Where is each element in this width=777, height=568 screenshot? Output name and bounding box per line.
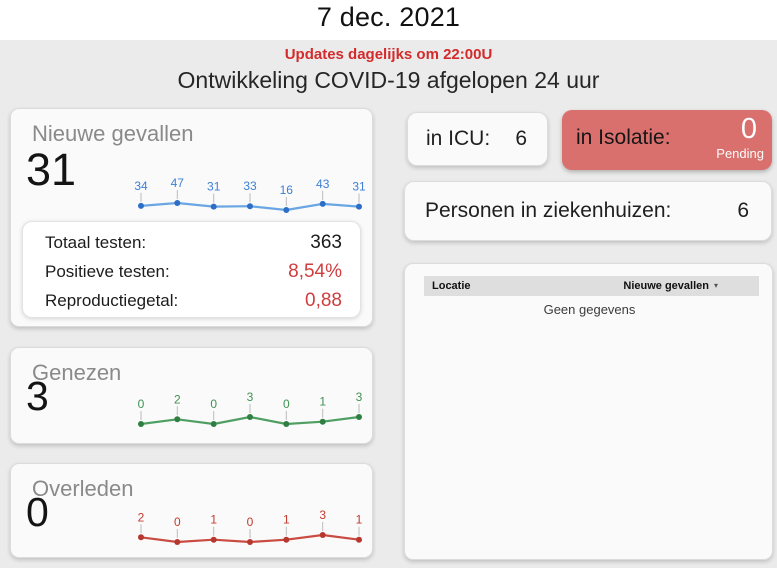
- svg-text:34: 34: [134, 179, 148, 193]
- overleden-value: 0: [26, 489, 49, 535]
- genezen-sparkline: 0 2 0 3 0 1 3: [129, 389, 371, 431]
- svg-text:0: 0: [138, 397, 145, 411]
- svg-text:47: 47: [171, 176, 185, 190]
- column-header-nieuwe-gevallen[interactable]: Nieuwe gevallen ▾: [623, 280, 718, 292]
- table-header-row: Locatie Nieuwe gevallen ▾: [424, 276, 759, 296]
- overleden-sparkline: 2 0 1 0 1 3 1: [129, 507, 371, 549]
- genezen-value: 3: [26, 373, 49, 419]
- isolatie-pending-badge: Pending: [716, 146, 764, 161]
- reproductiegetal-value: 0,88: [305, 289, 342, 311]
- overleden-title: Overleden: [32, 476, 134, 501]
- nieuwe-gevallen-title: Nieuwe gevallen: [32, 121, 194, 146]
- positieve-testen-value: 8,54%: [288, 260, 342, 282]
- locaties-table-card: Locatie Nieuwe gevallen ▾ Geen gegevens: [404, 263, 773, 560]
- svg-text:1: 1: [283, 513, 290, 527]
- column-header-locatie[interactable]: Locatie: [432, 280, 471, 292]
- svg-text:0: 0: [210, 397, 217, 411]
- genezen-card: Genezen 3 0 2 0 3 0 1 3: [10, 347, 373, 444]
- svg-text:2: 2: [174, 392, 181, 406]
- icu-value: 6: [515, 127, 527, 150]
- svg-text:0: 0: [174, 515, 181, 529]
- svg-text:33: 33: [243, 179, 257, 193]
- svg-text:3: 3: [356, 390, 363, 404]
- svg-text:0: 0: [283, 397, 290, 411]
- svg-text:1: 1: [210, 513, 217, 527]
- svg-text:16: 16: [280, 183, 294, 197]
- column-header-nieuwe-gevallen-label: Nieuwe gevallen: [623, 280, 709, 292]
- page-title: Ontwikkeling COVID-19 afgelopen 24 uur: [177, 67, 600, 93]
- nieuwe-gevallen-value: 31: [26, 144, 77, 195]
- svg-text:31: 31: [352, 180, 366, 194]
- positieve-testen-label: Positieve testen:: [45, 261, 170, 281]
- reproductiegetal-label: Reproductiegetal:: [45, 290, 179, 310]
- icu-card: in ICU: 6: [407, 112, 548, 166]
- ziekenhuizen-label: Personen in ziekenhuizen:: [425, 199, 672, 222]
- svg-text:2: 2: [138, 510, 145, 524]
- positieve-testen-row: Positieve testen: 8,54%: [45, 257, 342, 286]
- totaal-testen-label: Totaal testen:: [45, 232, 147, 252]
- testen-stats-card: Totaal testen: 363 Positieve testen: 8,5…: [22, 221, 361, 318]
- sort-arrow-icon: ▾: [713, 281, 718, 290]
- icu-label: in ICU:: [426, 127, 491, 150]
- svg-text:3: 3: [319, 508, 326, 522]
- ziekenhuizen-card: Personen in ziekenhuizen: 6: [404, 181, 772, 241]
- svg-text:43: 43: [316, 177, 330, 191]
- totaal-testen-row: Totaal testen: 363: [45, 228, 342, 257]
- nieuwe-gevallen-sparkline: 34 47 31 33 16 43 31: [129, 175, 371, 217]
- table-empty-message: Geen gegevens: [543, 302, 636, 317]
- svg-text:1: 1: [356, 513, 363, 527]
- update-notice: Updates dagelijks om 22:00U: [284, 46, 493, 63]
- isolatie-value: 0: [740, 113, 757, 145]
- header-strip: 7 dec. 2021: [0, 0, 777, 40]
- isolatie-card: in Isolatie: 0 Pending: [562, 110, 772, 170]
- svg-text:0: 0: [247, 515, 254, 529]
- reproductiegetal-row: Reproductiegetal: 0,88: [45, 286, 342, 315]
- date-title: 7 dec. 2021: [316, 2, 461, 32]
- ziekenhuizen-value: 6: [737, 199, 749, 222]
- overleden-card: Overleden 0 2 0 1 0 1 3 1: [10, 463, 373, 558]
- svg-text:31: 31: [207, 180, 221, 194]
- isolatie-label: in Isolatie:: [576, 126, 671, 149]
- totaal-testen-value: 363: [310, 231, 342, 253]
- genezen-title: Genezen: [32, 360, 122, 385]
- svg-text:3: 3: [247, 390, 254, 404]
- nieuwe-gevallen-card: Nieuwe gevallen 31 34 47 31 33 16 43 31 Totaal…: [10, 108, 373, 327]
- svg-text:1: 1: [319, 395, 326, 409]
